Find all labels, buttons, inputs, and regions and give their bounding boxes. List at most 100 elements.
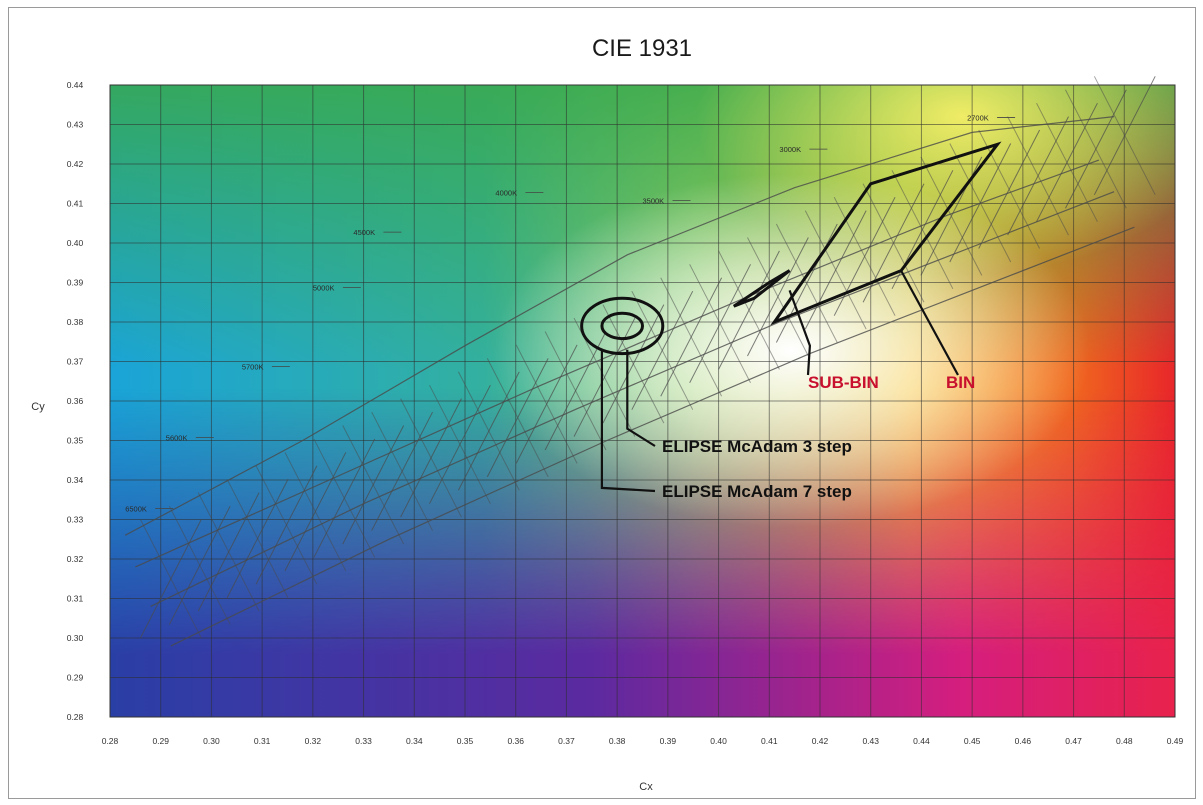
chart-title: CIE 1931 <box>592 35 692 62</box>
cct-label: 4500K <box>353 228 375 237</box>
bin-hatch-line <box>660 277 723 397</box>
bin-hatch-line <box>486 358 549 478</box>
bin-hatch-line <box>515 344 578 464</box>
bin-hatch-line <box>400 398 462 518</box>
bin-hatch-line <box>429 384 491 504</box>
cct-labels: 6500K 5600K 5700K 5000K 4500K 4000K 3500K 3000K… <box>125 114 1016 514</box>
y-tick-label: 0.28 <box>67 712 84 722</box>
annotation-ellipse-7-step: ELIPSE McAdam 7 step <box>662 482 852 501</box>
x-tick-label: 0.38 <box>609 736 626 746</box>
annotation-ellipse-3-step: ELIPSE McAdam 3 step <box>662 437 852 456</box>
x-tick-label: 0.31 <box>254 736 271 746</box>
bin-hatch-line <box>197 492 260 612</box>
bin-hatch-line <box>371 411 433 531</box>
x-tick-label: 0.49 <box>1167 736 1184 746</box>
y-tick-label: 0.34 <box>67 475 84 485</box>
cct-label: 2700K <box>967 114 989 123</box>
bin-hatch-line <box>284 452 347 572</box>
bin-hatch-line <box>747 237 809 357</box>
x-tick-label: 0.43 <box>862 736 879 746</box>
annotation-leaders <box>600 270 959 493</box>
y-tick-label: 0.40 <box>67 238 84 248</box>
x-tick-label: 0.28 <box>102 736 119 746</box>
plot-border <box>109 84 1176 718</box>
x-tick-label: 0.32 <box>305 736 322 746</box>
annotation-bin: BIN <box>946 373 975 392</box>
x-tick-label: 0.48 <box>1116 736 1133 746</box>
leader-line <box>600 349 656 493</box>
bin-hatch-line <box>920 156 983 276</box>
y-tick-label: 0.44 <box>67 80 84 90</box>
bin-hatch-line <box>544 331 607 451</box>
bin-hatch-line <box>718 250 780 370</box>
y-tick-label: 0.43 <box>67 120 84 130</box>
bin-hatch-line <box>168 505 231 625</box>
y-tick-label: 0.32 <box>67 554 84 564</box>
x-tick-label: 0.46 <box>1015 736 1032 746</box>
x-tick-label: 0.42 <box>812 736 829 746</box>
bin-hatch-line <box>1036 102 1098 222</box>
locus-line <box>170 226 1135 647</box>
bin-hatch-line <box>775 223 838 343</box>
x-tick-label: 0.29 <box>152 736 169 746</box>
bin-hatch-line <box>457 371 520 491</box>
x-tick-label: 0.34 <box>406 736 423 746</box>
leader-line <box>788 290 812 376</box>
cct-label: 5700K <box>242 362 264 371</box>
locus-line <box>124 116 1115 536</box>
annotation-sub-bin: SUB-BIN <box>808 373 879 392</box>
leader-line <box>626 349 656 447</box>
bin-hatch-line <box>139 519 202 639</box>
bin-hatch-line <box>1007 116 1069 236</box>
bin-hatch-line <box>226 478 289 598</box>
bin-hatch-line <box>342 425 405 545</box>
x-tick-label: 0.30 <box>203 736 220 746</box>
y-tick-label: 0.38 <box>67 317 84 327</box>
sub-bin-polygon <box>732 269 791 308</box>
bin-hatch-line <box>804 210 867 330</box>
bin-hatch-line <box>1093 76 1156 196</box>
bin-hatch-line <box>631 290 694 410</box>
x-tick-label: 0.37 <box>558 736 575 746</box>
locus-line <box>150 191 1115 607</box>
mcadam-ellipse <box>580 296 665 356</box>
x-axis-label: Cx <box>639 781 653 793</box>
x-tick-label: 0.33 <box>355 736 372 746</box>
cct-label: 5000K <box>313 283 335 292</box>
bin-hatch-line <box>689 264 751 384</box>
bin-hatch-line <box>313 438 376 558</box>
y-tick-label: 0.42 <box>67 159 84 169</box>
y-tick-label: 0.33 <box>67 515 84 525</box>
bin-hatch-line <box>949 143 1012 263</box>
y-tick-label: 0.41 <box>67 199 84 209</box>
x-tick-label: 0.39 <box>660 736 677 746</box>
cct-label: 3000K <box>779 145 801 154</box>
y-tick-label: 0.37 <box>67 357 84 367</box>
grid <box>109 84 1176 718</box>
x-tick-label: 0.44 <box>913 736 930 746</box>
x-tick-label: 0.41 <box>761 736 778 746</box>
y-axis-label: Cy <box>31 401 45 413</box>
x-tick-label: 0.45 <box>964 736 981 746</box>
mcadam-ellipse <box>600 311 645 341</box>
cct-label: 6500K <box>125 505 147 514</box>
x-tick-label: 0.40 <box>710 736 727 746</box>
planckian-locus-grid <box>124 76 1156 647</box>
y-tick-label: 0.29 <box>67 673 84 683</box>
bin-hatch-line <box>862 183 925 303</box>
bin-hatch-line <box>255 465 318 585</box>
y-tick-label: 0.31 <box>67 594 84 604</box>
bin-hatch-line <box>833 196 896 316</box>
y-tick-label: 0.30 <box>67 633 84 643</box>
y-tick-label: 0.35 <box>67 436 84 446</box>
bin-hatch-line <box>891 170 954 290</box>
leader-line <box>900 270 959 376</box>
x-tick-label: 0.36 <box>507 736 524 746</box>
x-tick-label: 0.35 <box>457 736 474 746</box>
cct-label: 3500K <box>643 197 665 206</box>
bin-shapes <box>580 141 1002 356</box>
bin-hatch-line <box>1065 89 1127 209</box>
cct-label: 5600K <box>166 434 188 443</box>
y-tick-label: 0.36 <box>67 396 84 406</box>
